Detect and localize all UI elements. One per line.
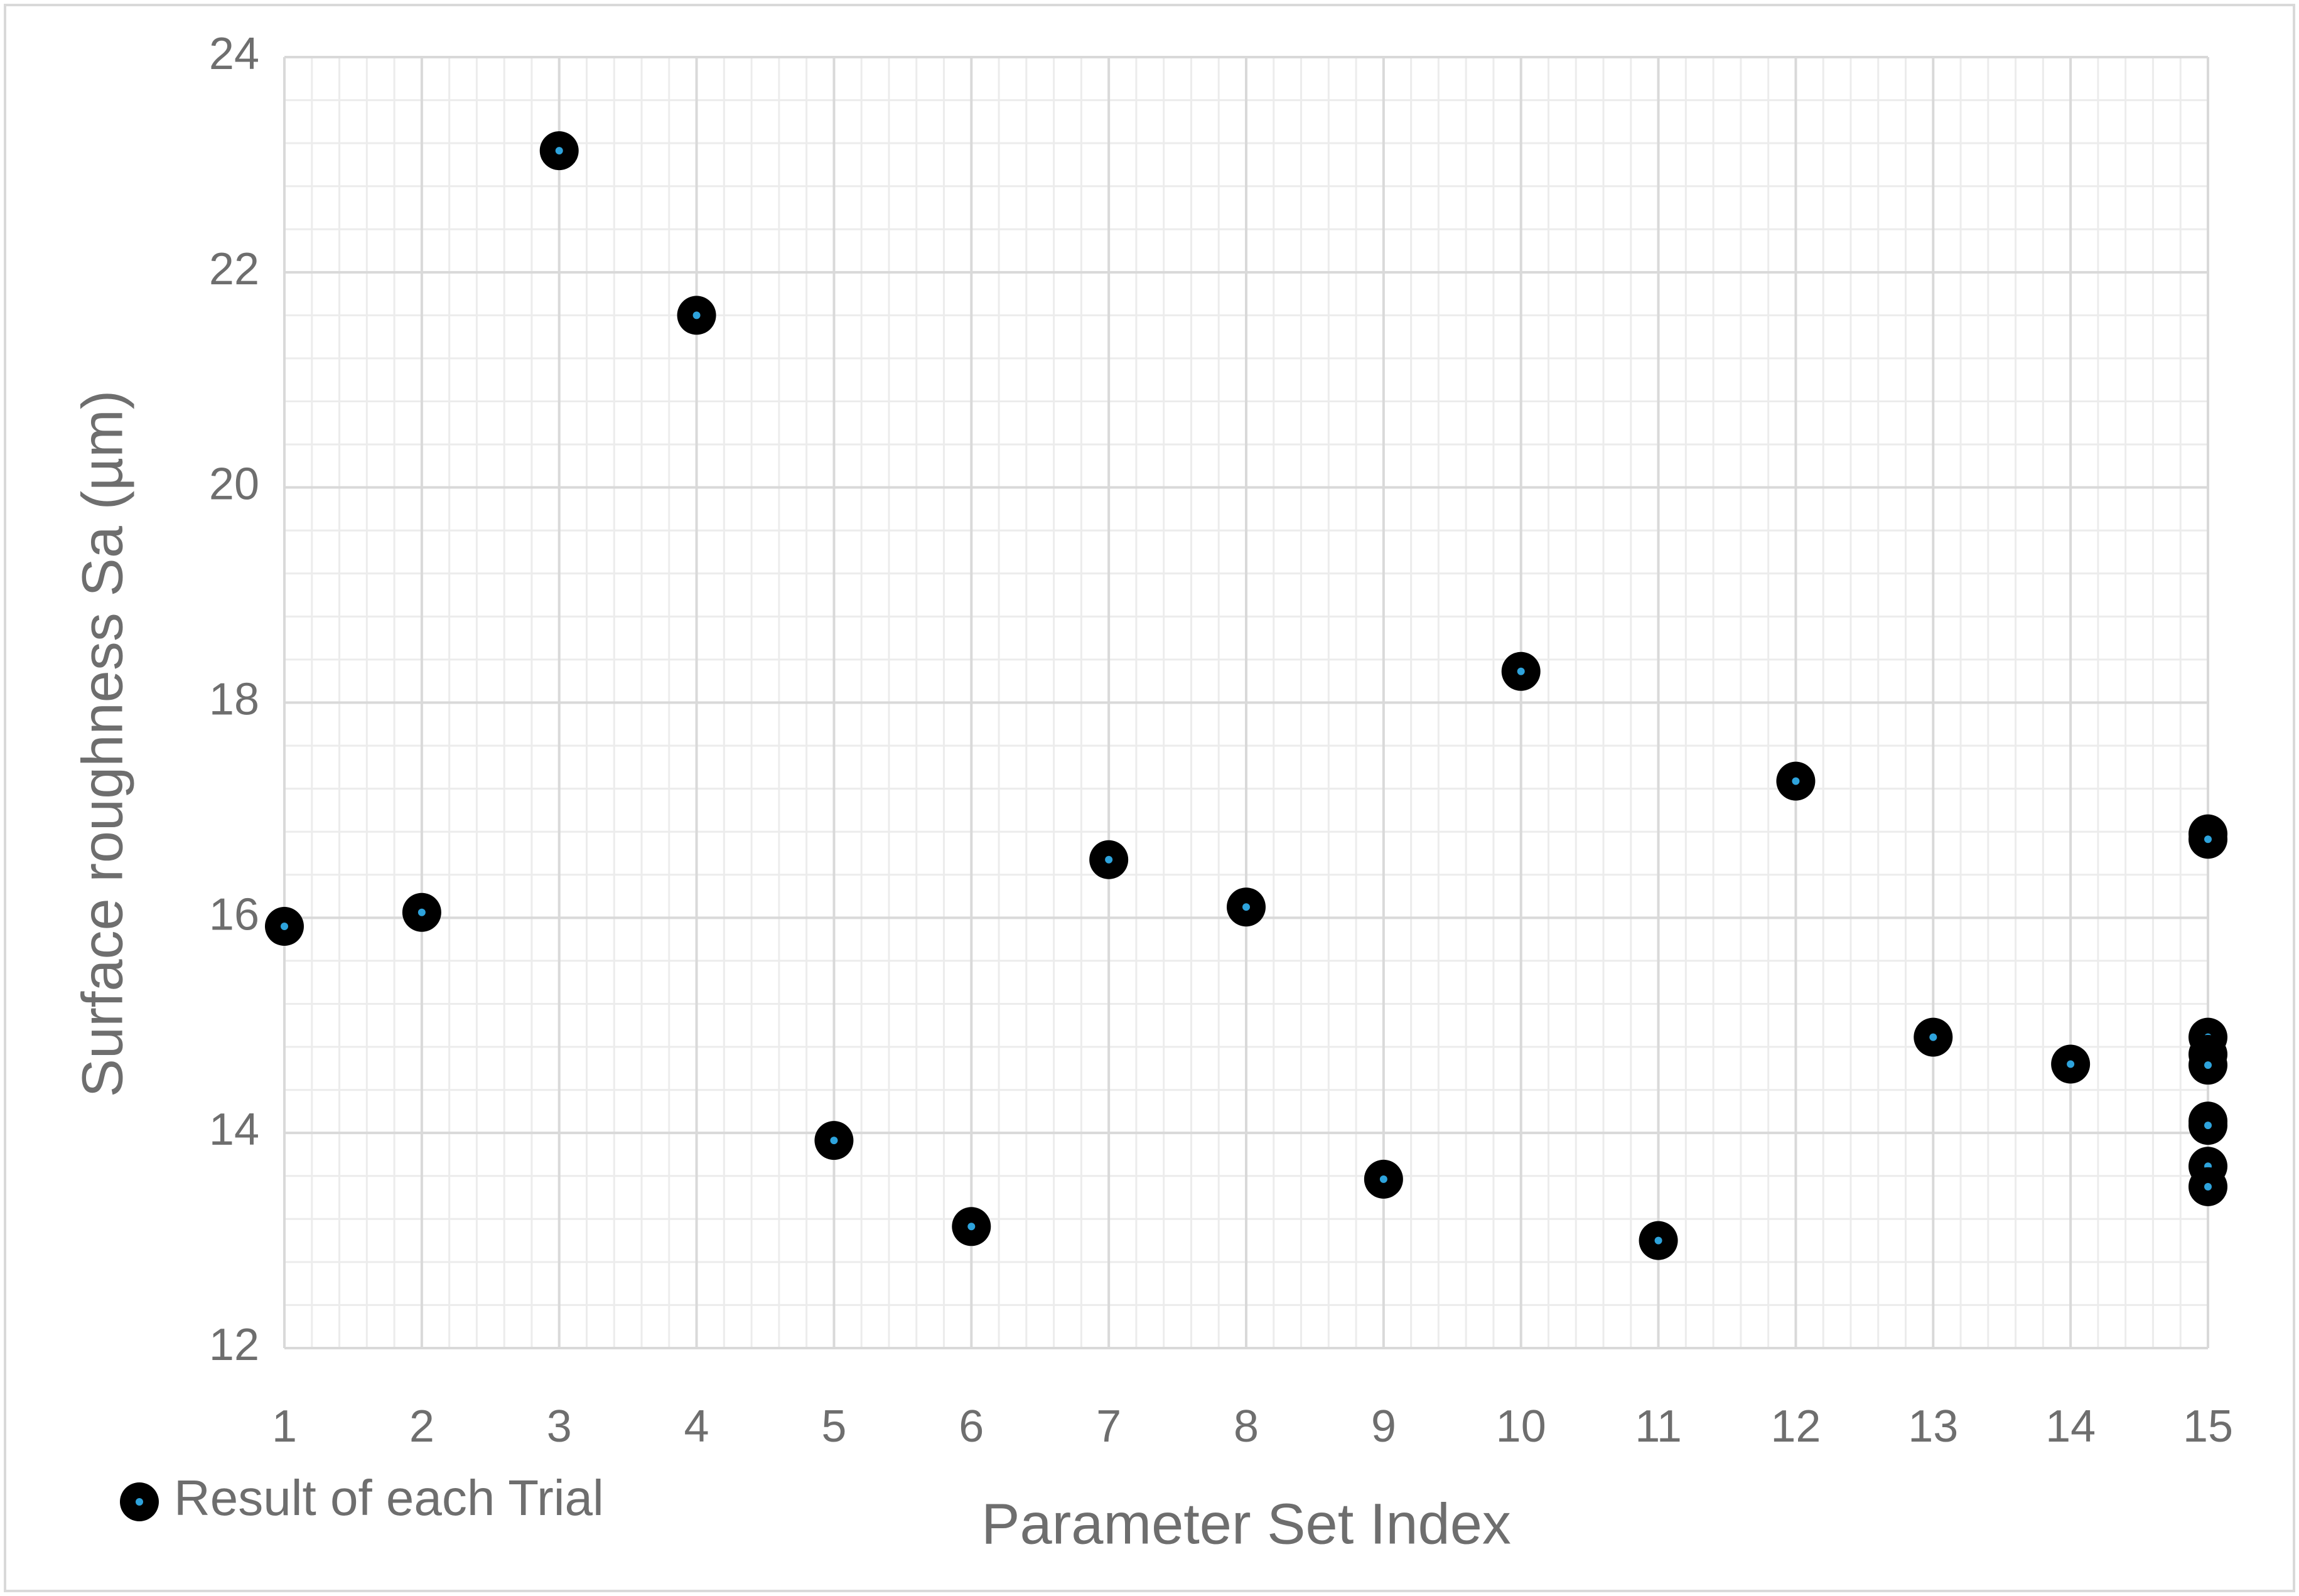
point-center [2204, 1122, 2212, 1130]
x-tick-label: 14 [2045, 1401, 2096, 1452]
x-axis-title: Parameter Set Index [981, 1492, 1511, 1556]
point-center [1379, 1175, 1387, 1183]
legend-label: Result of each Trial [174, 1470, 604, 1526]
legend-marker-center [136, 1498, 143, 1506]
point [2189, 1046, 2227, 1085]
point-center [2204, 1182, 2212, 1191]
point-center [1105, 855, 1113, 864]
y-tick-label: 14 [209, 1105, 259, 1155]
point [2189, 820, 2227, 859]
point [1501, 651, 1541, 691]
point-center [2204, 1061, 2212, 1069]
y-tick-label: 20 [209, 459, 259, 510]
x-tick-label: 12 [1770, 1401, 1821, 1452]
point [2051, 1044, 2091, 1084]
point-center [555, 147, 563, 155]
point [814, 1121, 854, 1160]
point-center [1792, 777, 1800, 785]
y-tick-label: 16 [209, 889, 259, 940]
x-tick-label: 1 [272, 1401, 297, 1452]
point [1227, 887, 1266, 927]
point-center [1517, 667, 1525, 675]
chart-border [4, 4, 2295, 1592]
point [1776, 761, 1816, 801]
y-axis-title: Surface roughness Sa (µm) [70, 390, 134, 1098]
x-tick-label: 4 [684, 1401, 709, 1452]
point-center [2067, 1060, 2075, 1068]
x-tick-label: 10 [1496, 1401, 1546, 1452]
point [677, 296, 716, 335]
y-tick-label: 24 [209, 29, 259, 79]
y-tick-label: 12 [209, 1320, 259, 1370]
y-tick-label: 22 [209, 244, 259, 294]
point-center [2204, 835, 2212, 844]
point-center [281, 923, 288, 931]
x-tick-label: 3 [547, 1401, 572, 1452]
point [539, 131, 579, 171]
point-center [1929, 1033, 1937, 1041]
point [265, 907, 304, 946]
x-tick-label: 13 [1908, 1401, 1958, 1452]
x-tick-label: 7 [1096, 1401, 1121, 1452]
marks [265, 131, 2227, 1260]
point [1089, 840, 1129, 879]
point [1639, 1221, 1678, 1260]
point-center [967, 1223, 976, 1231]
x-tick-label: 6 [959, 1401, 984, 1452]
point [2189, 1167, 2227, 1206]
grid [283, 56, 2209, 1349]
point [1364, 1159, 1403, 1199]
point [952, 1207, 991, 1246]
point [402, 892, 441, 932]
point [2189, 1106, 2227, 1145]
point-center [830, 1137, 838, 1145]
point-center [417, 908, 426, 916]
x-tick-label: 9 [1371, 1401, 1396, 1452]
point-center [1242, 903, 1250, 911]
x-tick-label: 8 [1234, 1401, 1259, 1452]
point-center [692, 311, 701, 319]
point [1914, 1017, 1953, 1057]
x-tick-label: 5 [821, 1401, 846, 1452]
x-tick-label: 2 [409, 1401, 434, 1452]
point-center [1654, 1236, 1662, 1245]
x-tick-label: 15 [2183, 1401, 2233, 1452]
y-tick-label: 18 [209, 675, 259, 725]
x-tick-label: 11 [1635, 1401, 1682, 1452]
